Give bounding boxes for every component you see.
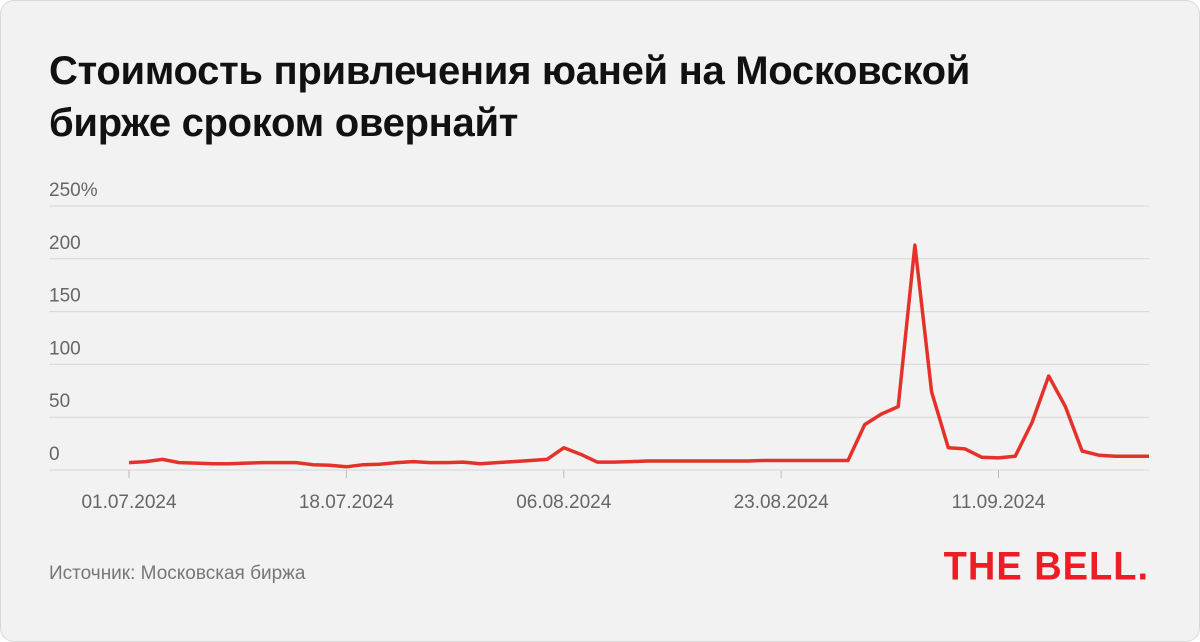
y-tick-label: 150: [49, 286, 81, 307]
source: Источник: Московская биржа: [49, 563, 306, 584]
x-tick-label: 11.09.2024: [952, 492, 1046, 513]
x-tick-label: 06.08.2024: [516, 492, 612, 513]
y-tick-label: 200: [49, 233, 81, 254]
y-tick-label: 250%: [49, 180, 98, 201]
x-tick-label: 23.08.2024: [734, 492, 830, 513]
y-tick-label: 100: [49, 338, 81, 359]
chart-title: Стоимость привлечения юаней на Московско…: [49, 49, 971, 145]
logo: THE BELL.: [943, 544, 1149, 590]
y-tick-label: 0: [49, 444, 60, 465]
x-tick-label: 01.07.2024: [81, 492, 177, 513]
x-tick-label: 18.07.2024: [299, 492, 395, 513]
y-tick-label: 50: [49, 391, 70, 412]
line: [128, 243, 1149, 469]
